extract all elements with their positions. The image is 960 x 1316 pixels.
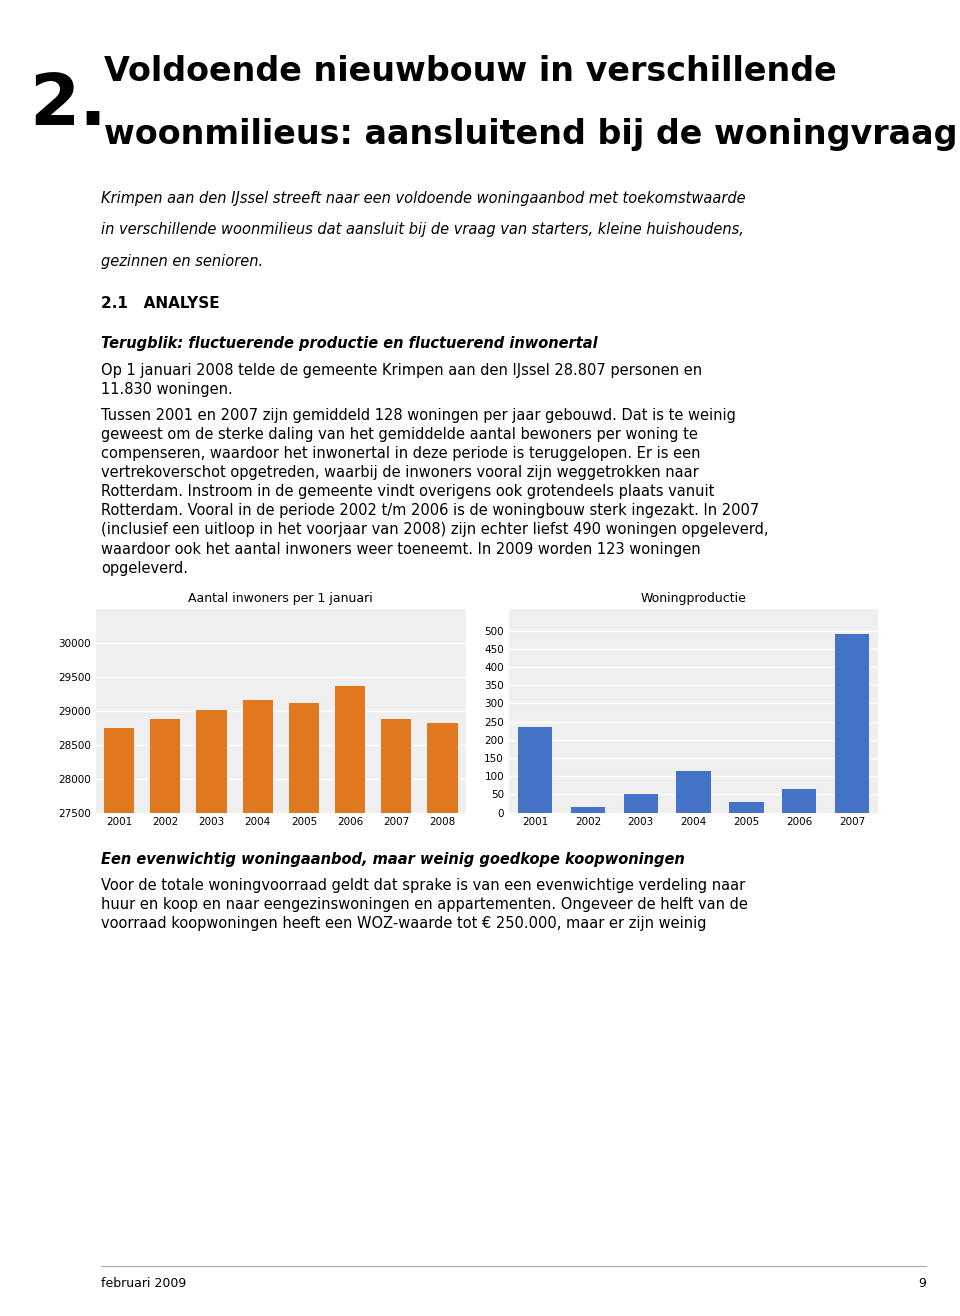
Bar xyxy=(782,790,816,813)
Text: 2.1   ANALYSE: 2.1 ANALYSE xyxy=(101,296,220,311)
Text: 11.830 woningen.: 11.830 woningen. xyxy=(101,382,232,397)
Bar xyxy=(197,709,227,1316)
Text: huur en koop en naar eengezinswoningen en appartementen. Ongeveer de helft van d: huur en koop en naar eengezinswoningen e… xyxy=(101,898,748,912)
Bar xyxy=(104,728,134,1316)
Text: Voor de totale woningvoorraad geldt dat sprake is van een evenwichtige verdeling: Voor de totale woningvoorraad geldt dat … xyxy=(101,878,745,892)
Text: compenseren, waardoor het inwonertal in deze periode is teruggelopen. Er is een: compenseren, waardoor het inwonertal in … xyxy=(101,446,700,461)
Title: Woningproductie: Woningproductie xyxy=(640,592,747,605)
Bar xyxy=(730,801,763,813)
Text: februari 2009: februari 2009 xyxy=(101,1277,186,1290)
Text: geweest om de sterke daling van het gemiddelde aantal bewoners per woning te: geweest om de sterke daling van het gemi… xyxy=(101,426,698,442)
Text: opgeleverd.: opgeleverd. xyxy=(101,561,188,575)
Text: woonmilieus: aansluitend bij de woningvraag: woonmilieus: aansluitend bij de woningvr… xyxy=(104,118,957,151)
Bar xyxy=(835,634,869,813)
Text: Terugblik: fluctuerende productie en fluctuerend inwonertal: Terugblik: fluctuerende productie en flu… xyxy=(101,336,597,350)
Text: gezinnen en senioren.: gezinnen en senioren. xyxy=(101,254,263,268)
Bar xyxy=(151,720,180,1316)
Text: voorraad koopwoningen heeft een WOZ-waarde tot € 250.000, maar er zijn weinig: voorraad koopwoningen heeft een WOZ-waar… xyxy=(101,916,707,930)
Text: Op 1 januari 2008 telde de gemeente Krimpen aan den IJssel 28.807 personen en: Op 1 januari 2008 telde de gemeente Krim… xyxy=(101,363,702,378)
Bar xyxy=(571,807,605,813)
Bar xyxy=(427,722,458,1316)
Text: Tussen 2001 en 2007 zijn gemiddeld 128 woningen per jaar gebouwd. Dat is te wein: Tussen 2001 en 2007 zijn gemiddeld 128 w… xyxy=(101,408,735,422)
Bar xyxy=(677,771,710,813)
Text: Krimpen aan den IJssel streeft naar een voldoende woningaanbod met toekomstwaard: Krimpen aan den IJssel streeft naar een … xyxy=(101,191,745,205)
Bar xyxy=(289,703,319,1316)
Text: Rotterdam. Instroom in de gemeente vindt overigens ook grotendeels plaats vanuit: Rotterdam. Instroom in de gemeente vindt… xyxy=(101,484,714,499)
Bar xyxy=(381,720,411,1316)
Text: 2.: 2. xyxy=(29,71,107,139)
Bar xyxy=(335,686,365,1316)
Text: in verschillende woonmilieus dat aansluit bij de vraag van starters, kleine huis: in verschillende woonmilieus dat aanslui… xyxy=(101,222,744,237)
Text: Voldoende nieuwbouw in verschillende: Voldoende nieuwbouw in verschillende xyxy=(104,55,836,88)
Text: vertrekoverschot opgetreden, waarbij de inwoners vooral zijn weggetrokken naar: vertrekoverschot opgetreden, waarbij de … xyxy=(101,466,699,480)
Bar xyxy=(243,700,273,1316)
Bar xyxy=(624,795,658,813)
Bar xyxy=(518,726,552,813)
Title: Aantal inwoners per 1 januari: Aantal inwoners per 1 januari xyxy=(188,592,373,605)
Text: (inclusief een uitloop in het voorjaar van 2008) zijn echter liefst 490 woningen: (inclusief een uitloop in het voorjaar v… xyxy=(101,522,768,537)
Text: Rotterdam. Vooral in de periode 2002 t/m 2006 is de woningbouw sterk ingezakt. I: Rotterdam. Vooral in de periode 2002 t/m… xyxy=(101,504,759,519)
Text: waardoor ook het aantal inwoners weer toeneemt. In 2009 worden 123 woningen: waardoor ook het aantal inwoners weer to… xyxy=(101,542,701,557)
Text: Een evenwichtig woningaanbod, maar weinig goedkope koopwoningen: Een evenwichtig woningaanbod, maar weini… xyxy=(101,853,684,867)
Text: 9: 9 xyxy=(919,1277,926,1290)
